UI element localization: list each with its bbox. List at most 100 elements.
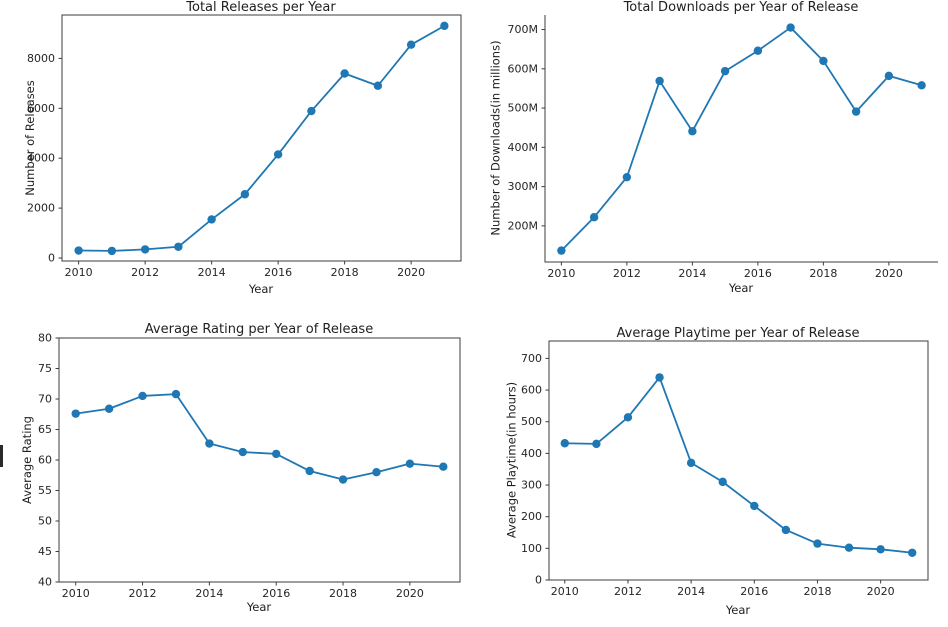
plot-area: 2010 2012 2014 2016 2018 2020 40 45 50 55 60 65 70 75… <box>38 332 461 600</box>
data-point-marker <box>406 40 416 49</box>
data-point-marker <box>655 76 664 86</box>
chart-average-playtime: Average Playtime per Year of Release Ave… <box>474 300 948 627</box>
data-point-marker <box>171 389 181 399</box>
data-point-marker <box>140 245 150 254</box>
plot-area: 2010 2012 2014 2016 2018 2020 0 2000 4000 6000 800… <box>27 14 462 279</box>
x-tick-label: 2018 <box>803 585 831 598</box>
data-point-marker <box>71 409 80 418</box>
x-tick-label: 2018 <box>331 266 359 279</box>
data-point-marker <box>589 213 599 222</box>
data-point-marker <box>107 246 117 256</box>
y-tick-label: 70 <box>38 393 52 406</box>
y-tick-label: 200M <box>508 219 539 232</box>
y-tick-label: 600 <box>521 384 542 397</box>
chart-total-releases: Total Releases per Year Number of Releas… <box>0 0 474 300</box>
y-tick-label: 45 <box>38 545 52 558</box>
plot-area: 2010 2012 2014 2016 2018 2020 200M 300M 400M 500M… <box>508 15 938 280</box>
y-tick-label: 700M <box>508 23 539 36</box>
chart-average-rating: Average Rating per Year of Release Avera… <box>0 300 474 627</box>
data-point-marker <box>592 439 601 449</box>
data-point-marker <box>884 71 894 81</box>
data-point-marker <box>813 539 822 548</box>
x-axis-label: Year <box>725 603 751 617</box>
clipped-text-artifact <box>0 445 3 467</box>
x-tick-label: 2016 <box>264 266 292 279</box>
data-line <box>74 393 445 481</box>
chart-title: Average Playtime per Year of Release <box>616 326 860 341</box>
x-tick-label: 2012 <box>614 585 642 598</box>
plot-area: 2010 2012 2014 2016 2018 2020 0 100 200 300 400 500… <box>521 340 929 598</box>
x-tick-label: 2010 <box>547 267 575 280</box>
x-tick-label: 2014 <box>195 587 223 600</box>
x-tick-label: 2016 <box>740 585 768 598</box>
data-point-marker <box>440 21 449 31</box>
data-point-marker <box>174 242 183 251</box>
axis-spines <box>58 337 461 583</box>
x-tick-label: 2020 <box>397 266 425 279</box>
data-point-marker <box>851 107 861 116</box>
y-tick-label: 300 <box>521 479 542 492</box>
data-point-marker <box>720 66 730 76</box>
data-point-marker <box>338 475 348 484</box>
y-tick-label: 300M <box>508 180 539 193</box>
y-tick-label: 55 <box>38 484 52 497</box>
y-tick-label: 600M <box>508 62 539 75</box>
axis-spines <box>548 340 929 581</box>
y-tick-label: 75 <box>38 362 52 375</box>
data-line <box>563 376 914 554</box>
y-tick-label: 400 <box>521 447 542 460</box>
data-point-marker <box>876 545 885 554</box>
y-tick-label: 400M <box>508 141 539 154</box>
y-tick-label: 200 <box>521 510 542 523</box>
data-point-marker <box>844 543 854 552</box>
x-tick-label: 2012 <box>131 266 159 279</box>
y-tick-label: 0 <box>48 252 55 265</box>
data-point-marker <box>240 190 250 199</box>
y-tick-label: 80 <box>38 332 52 345</box>
x-tick-label: 2020 <box>867 585 895 598</box>
data-point-marker <box>917 81 926 90</box>
x-tick-label: 2014 <box>198 266 226 279</box>
chart-total-downloads: Total Downloads per Year of Release Numb… <box>474 0 948 300</box>
data-line <box>560 26 923 252</box>
x-axis-label: Year <box>248 282 274 296</box>
data-point-marker <box>307 106 316 116</box>
chart-title: Average Rating per Year of Release <box>144 322 374 337</box>
x-tick-label: 2020 <box>875 267 903 280</box>
x-tick-label: 2014 <box>678 267 706 280</box>
x-tick-label: 2010 <box>551 585 579 598</box>
x-tick-label: 2016 <box>744 267 772 280</box>
x-axis-label: Year <box>728 281 754 295</box>
data-line <box>77 24 446 252</box>
data-point-marker <box>781 525 791 535</box>
y-tick-label: 65 <box>38 423 52 436</box>
data-point-marker <box>305 466 314 476</box>
y-tick-label: 4000 <box>27 152 55 165</box>
data-point-marker <box>340 69 349 78</box>
y-tick-label: 8000 <box>27 52 55 65</box>
data-point-marker <box>560 439 569 448</box>
y-tick-label: 500 <box>521 415 542 428</box>
data-point-marker <box>138 391 147 401</box>
data-point-marker <box>686 458 696 468</box>
data-point-marker <box>272 449 281 459</box>
data-point-marker <box>655 373 664 382</box>
data-point-marker <box>786 23 795 32</box>
data-point-marker <box>273 150 283 159</box>
x-tick-label: 2018 <box>329 587 357 600</box>
y-tick-label: 700 <box>521 352 542 365</box>
x-tick-label: 2012 <box>613 267 641 280</box>
data-point-marker <box>238 447 247 457</box>
axis-spines <box>544 15 938 263</box>
y-tick-label: 60 <box>38 454 52 467</box>
data-point-marker <box>753 46 763 55</box>
y-tick-label: 0 <box>535 574 542 587</box>
y-tick-label: 40 <box>38 576 52 589</box>
data-point-marker <box>439 462 448 471</box>
data-point-marker <box>750 501 759 511</box>
chart-title: Total Releases per Year <box>186 0 336 15</box>
x-tick-label: 2010 <box>62 587 90 600</box>
data-point-marker <box>205 439 214 448</box>
y-tick-label: 50 <box>38 515 52 528</box>
